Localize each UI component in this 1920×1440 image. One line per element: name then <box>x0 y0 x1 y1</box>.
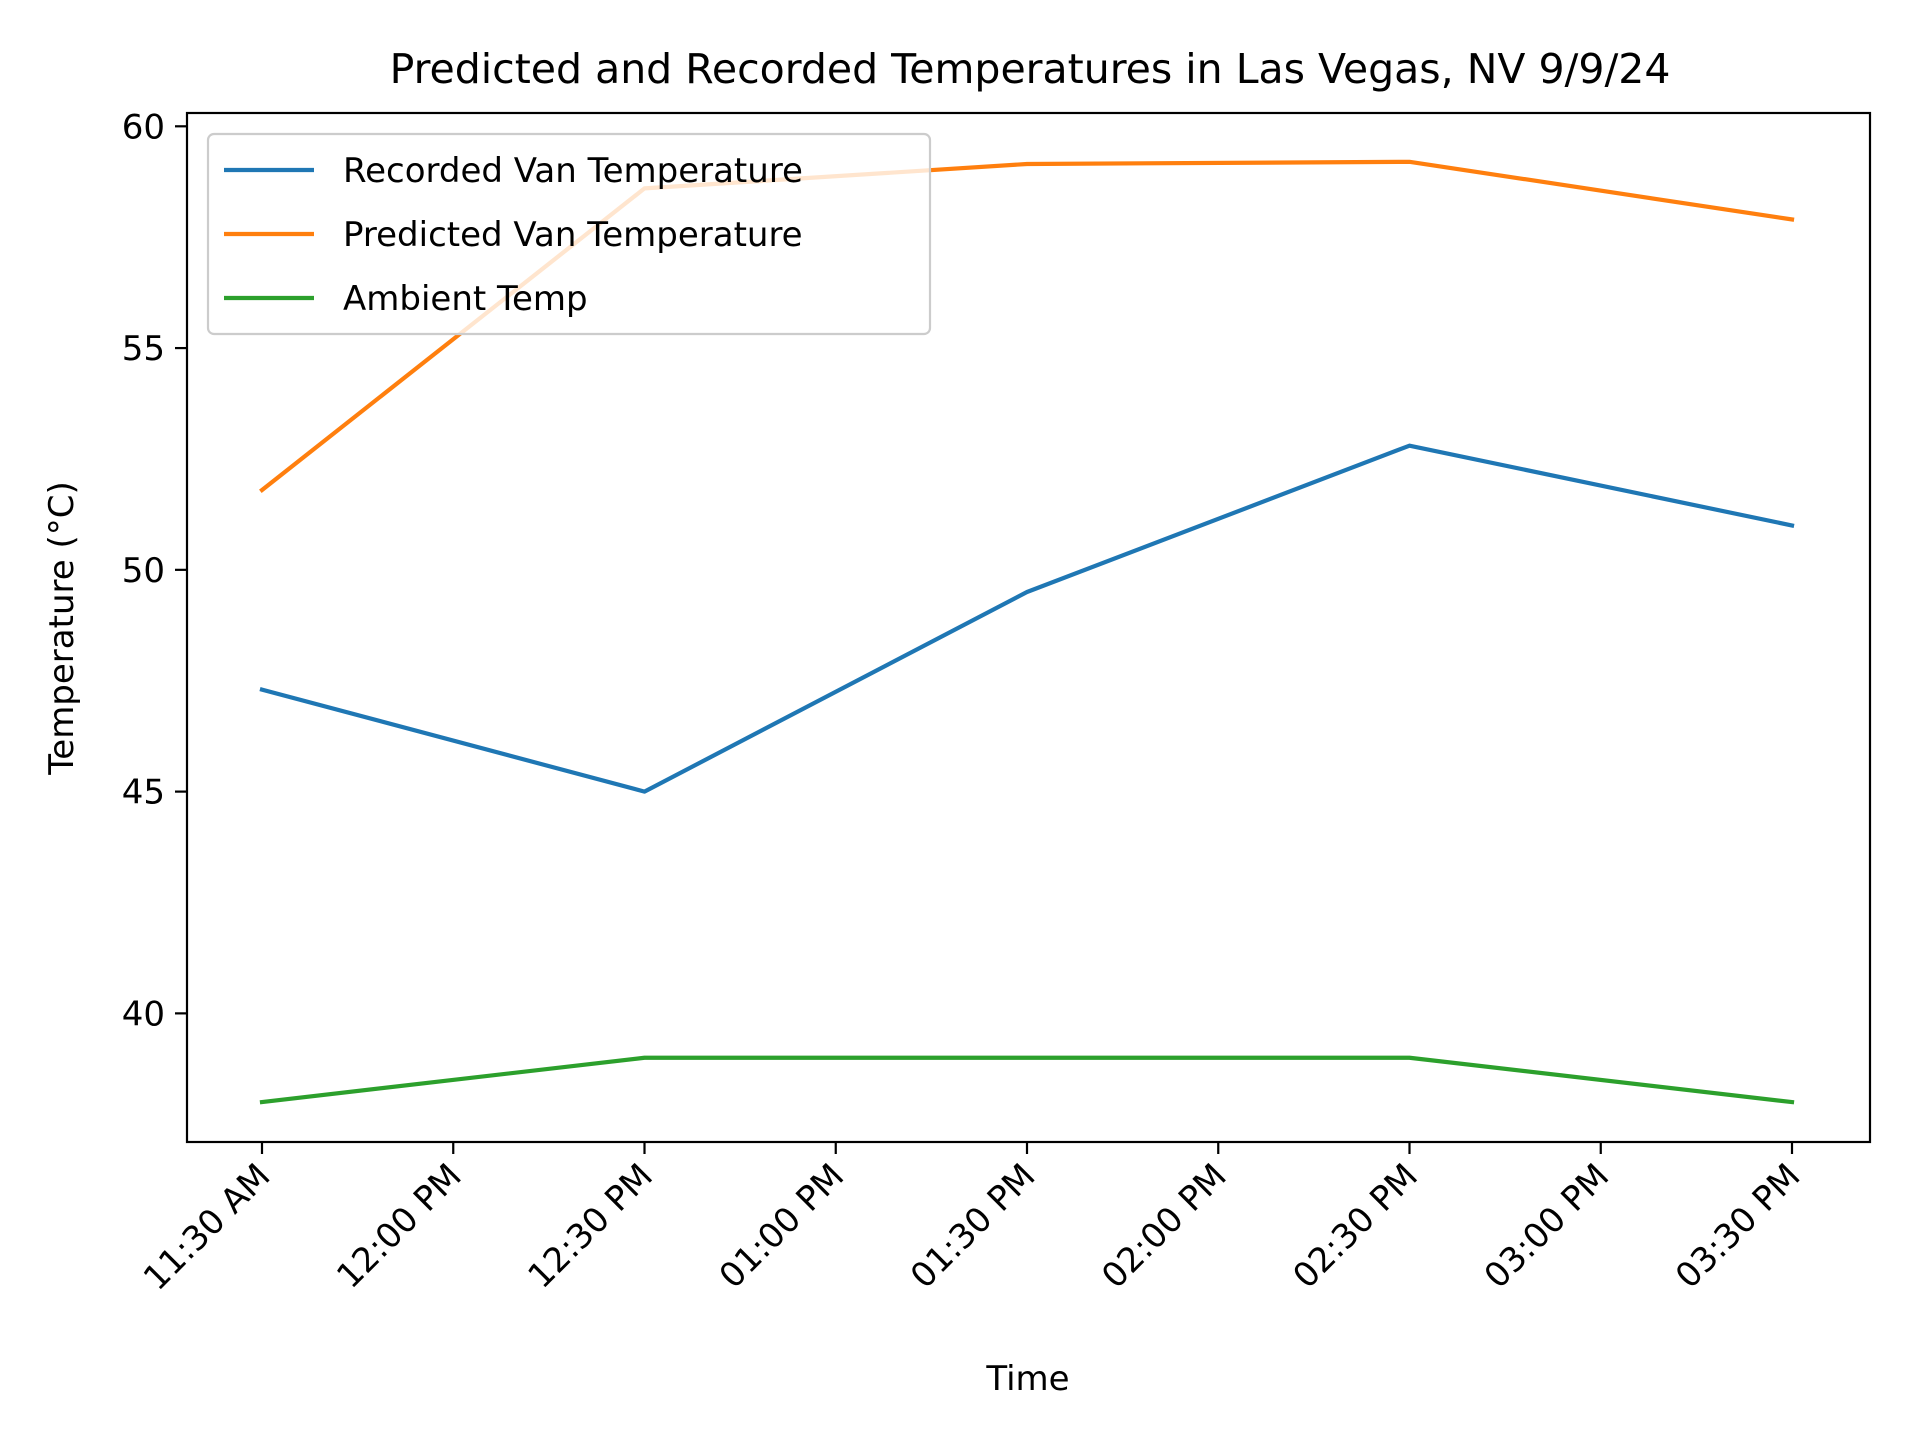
legend-label: Predicted Van Temperature <box>343 215 803 255</box>
plot-area <box>185 111 1872 1144</box>
x-axis-label: Time <box>985 1359 1069 1399</box>
y-tick-label: 50 <box>122 551 165 591</box>
x-tick-label: 12:00 PM <box>329 1156 469 1296</box>
y-tick-label: 60 <box>122 107 165 147</box>
y-axis-label: Temperature (°C) <box>42 481 82 775</box>
y-tick-label: 45 <box>122 773 165 813</box>
x-tick-label: 03:30 PM <box>1668 1156 1808 1296</box>
y-axis-ticks: 40 45 50 55 60 <box>122 107 187 1034</box>
x-tick-label: 11:30 AM <box>136 1156 278 1298</box>
series-line <box>259 443 1795 794</box>
y-tick-label: 55 <box>122 329 165 369</box>
legend-label: Ambient Temp <box>343 279 588 319</box>
series-line <box>259 1055 1795 1105</box>
legend: Recorded Van Temperature Predicted Van Te… <box>206 132 932 336</box>
x-tick-label: 02:30 PM <box>1285 1156 1425 1296</box>
x-tick-label: 01:30 PM <box>903 1156 1043 1296</box>
y-tick-label: 40 <box>122 994 165 1034</box>
x-tick-label: 01:00 PM <box>712 1156 852 1296</box>
chart-title: Predicted and Recorded Temperatures in L… <box>390 45 1671 93</box>
legend-label: Recorded Van Temperature <box>343 151 803 191</box>
x-tick-label: 12:30 PM <box>520 1156 660 1296</box>
legend-box <box>206 132 932 336</box>
x-tick-label: 03:00 PM <box>1477 1156 1617 1296</box>
x-tick-label: 02:00 PM <box>1094 1156 1234 1296</box>
x-axis-ticks: 11:30 AM 12:00 PM 12:30 PM 01:00 PM 01:30 PM… <box>136 1142 1808 1298</box>
